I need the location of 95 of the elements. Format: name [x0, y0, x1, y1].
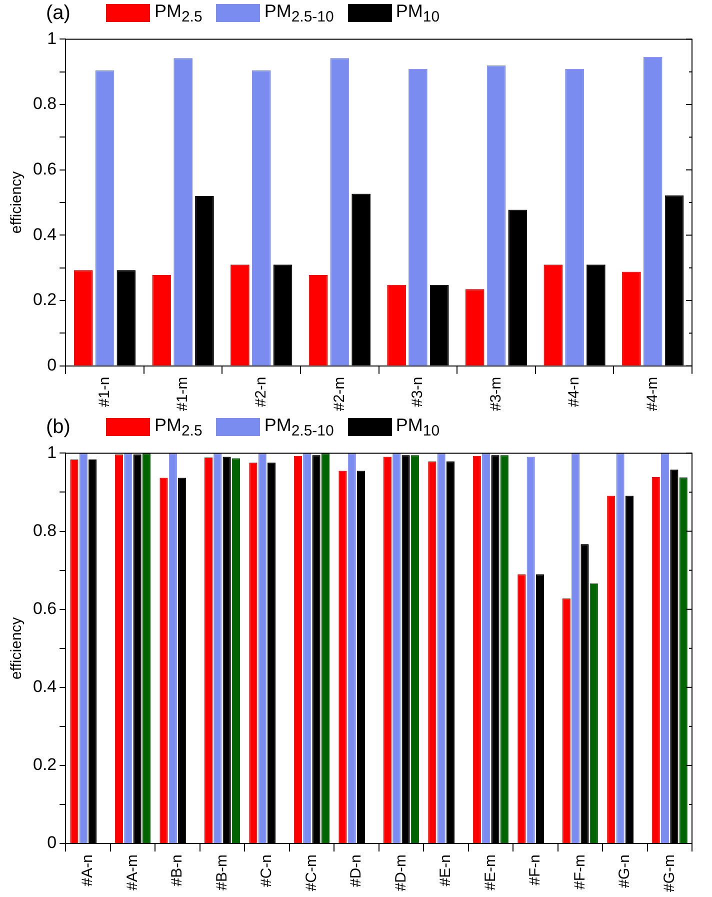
bar	[70, 459, 78, 843]
bar	[308, 275, 328, 366]
y-tick-label: 0.4	[32, 224, 57, 244]
x-tick-label: #4-m	[644, 376, 661, 412]
y-tick-label: 0.6	[32, 599, 57, 618]
bar	[408, 68, 428, 366]
bar	[486, 65, 506, 366]
bar	[152, 275, 172, 366]
bar	[472, 456, 481, 843]
bar	[526, 456, 535, 843]
bar	[95, 70, 114, 366]
x-tick-label: #B-m	[213, 854, 230, 890]
bar	[437, 453, 446, 843]
bar	[500, 455, 508, 843]
bar	[482, 453, 490, 843]
x-tick-label: #A-m	[124, 854, 141, 890]
x-tick-label: #F-n	[526, 854, 544, 886]
bar	[622, 272, 641, 366]
x-tick-label: #1-n	[96, 376, 113, 407]
y-tick-label: 0.4	[32, 677, 57, 696]
y-tick-label: 0.2	[32, 290, 57, 310]
bar	[518, 574, 526, 843]
bar	[383, 456, 392, 843]
x-tick-label: #E-m	[482, 854, 499, 890]
bar	[565, 68, 584, 366]
bar	[410, 455, 419, 843]
legend-label: PM$_{2.5}$	[154, 0, 202, 26]
bar	[79, 453, 88, 843]
bar	[562, 598, 570, 843]
x-tick-label: #E-n	[437, 854, 454, 886]
x-tick-label: #3-m	[487, 376, 504, 412]
x-tick-label: #G-n	[616, 854, 634, 888]
y-tick-label: 0.2	[32, 755, 57, 774]
bar	[661, 453, 670, 843]
bar	[338, 470, 347, 843]
bar	[252, 70, 271, 366]
bar	[232, 458, 240, 843]
legend-label: PM$_{2.5}$	[154, 414, 202, 440]
x-tick-label: #C-n	[258, 854, 276, 888]
bar	[204, 457, 212, 843]
x-tick-label: #F-m	[571, 854, 588, 890]
x-tick-label: #2-m	[330, 376, 348, 412]
x-tick-label: #D-n	[348, 854, 365, 888]
x-tick-label: #D-m	[392, 854, 410, 892]
chart-title: (b)	[46, 416, 70, 438]
bar	[160, 478, 168, 843]
bar	[249, 462, 258, 843]
y-tick-label: 0.8	[32, 520, 57, 540]
legend-label: PM$_{10}$	[396, 414, 440, 440]
y-tick-label: 0.6	[32, 160, 57, 179]
bar	[330, 58, 350, 366]
bar	[230, 264, 250, 366]
bar	[428, 461, 436, 843]
bar	[124, 453, 132, 843]
bar	[652, 477, 660, 843]
x-tick-label: #A-n	[79, 854, 96, 886]
bar	[392, 453, 401, 843]
bar	[465, 289, 484, 366]
bar	[294, 456, 302, 843]
x-tick-label: #3-n	[409, 376, 426, 407]
y-tick-label: 0	[47, 833, 57, 852]
bar	[168, 453, 177, 843]
bar	[387, 284, 406, 366]
bar	[607, 496, 616, 843]
bar	[74, 270, 93, 366]
bar	[142, 453, 151, 843]
bar	[348, 453, 356, 843]
legend-label: PM$_{2.5-10}$	[264, 0, 334, 26]
bar	[174, 58, 192, 366]
bar	[572, 453, 580, 843]
y-tick-label: 1	[47, 28, 57, 48]
x-tick-label: #C-m	[302, 854, 320, 892]
bar	[616, 453, 624, 843]
bar	[643, 56, 662, 366]
x-tick-label: #B-n	[168, 854, 186, 886]
bar	[679, 477, 688, 843]
legend-label: PM$_{10}$	[396, 0, 440, 26]
y-axis-title: efficiency	[8, 616, 26, 680]
bar	[590, 584, 598, 843]
y-tick-label: 0	[47, 356, 57, 375]
bar	[321, 453, 330, 843]
bar	[114, 454, 124, 843]
y-tick-label: 1	[47, 442, 57, 462]
legend-label: PM$_{2.5-10}$	[264, 414, 334, 440]
x-tick-label: #4-n	[566, 376, 583, 407]
x-tick-label: #2-n	[252, 376, 270, 407]
x-tick-label: #1-m	[174, 376, 192, 412]
y-axis-title: efficiency	[8, 170, 26, 234]
bar	[214, 453, 222, 843]
chart-title: (a)	[46, 2, 70, 24]
bar	[303, 453, 312, 843]
bar	[258, 453, 266, 843]
x-tick-label: #G-m	[660, 854, 678, 892]
y-tick-label: 0.8	[32, 94, 57, 114]
bar	[544, 264, 563, 366]
